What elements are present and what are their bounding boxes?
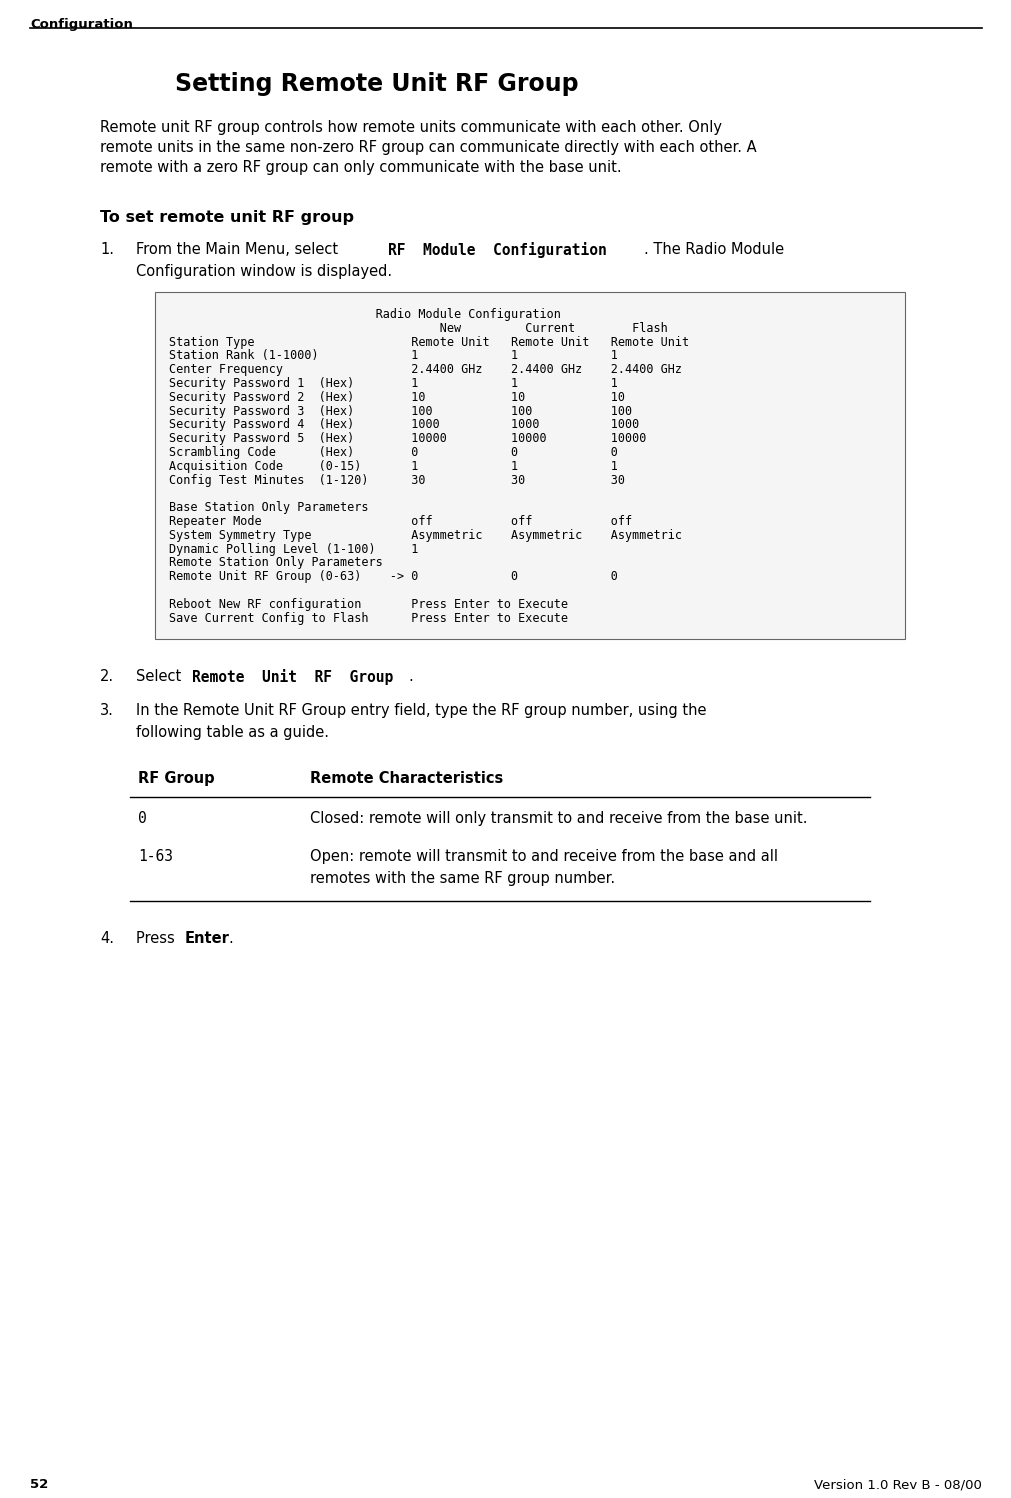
Text: Remote Station Only Parameters: Remote Station Only Parameters — [169, 556, 382, 569]
Text: Remote Unit RF Group (0-63)    -> 0             0             0: Remote Unit RF Group (0-63) -> 0 0 0 — [169, 571, 618, 583]
Text: Config Test Minutes  (1-120)      30            30            30: Config Test Minutes (1-120) 30 30 30 — [169, 473, 625, 487]
Text: Repeater Mode                     off           off           off: Repeater Mode off off off — [169, 515, 632, 527]
Text: Security Password 5  (Hex)        10000         10000         10000: Security Password 5 (Hex) 10000 10000 10… — [169, 433, 646, 445]
Text: Version 1.0 Rev B - 08/00: Version 1.0 Rev B - 08/00 — [813, 1479, 981, 1491]
Text: Dynamic Polling Level (1-100)     1: Dynamic Polling Level (1-100) 1 — [169, 542, 418, 556]
Text: 1-63: 1-63 — [137, 849, 173, 864]
Text: 3.: 3. — [100, 703, 114, 718]
Text: Select: Select — [135, 670, 186, 685]
Text: Press: Press — [135, 930, 179, 947]
Text: Acquisition Code     (0-15)       1             1             1: Acquisition Code (0-15) 1 1 1 — [169, 460, 618, 473]
Text: Save Current Config to Flash      Press Enter to Execute: Save Current Config to Flash Press Enter… — [169, 611, 567, 625]
Text: Station Rank (1-1000)             1             1             1: Station Rank (1-1000) 1 1 1 — [169, 349, 618, 363]
FancyBboxPatch shape — [155, 292, 904, 640]
Text: Remote unit RF group controls how remote units communicate with each other. Only: Remote unit RF group controls how remote… — [100, 120, 721, 135]
Text: Open: remote will transmit to and receive from the base and all: Open: remote will transmit to and receiv… — [309, 849, 777, 864]
Text: Closed: remote will only transmit to and receive from the base unit.: Closed: remote will only transmit to and… — [309, 810, 807, 825]
Text: New         Current        Flash: New Current Flash — [169, 322, 667, 334]
Text: .: . — [227, 930, 233, 947]
Text: following table as a guide.: following table as a guide. — [135, 725, 329, 740]
Text: System Symmetry Type              Asymmetric    Asymmetric    Asymmetric: System Symmetry Type Asymmetric Asymmetr… — [169, 529, 681, 542]
Text: .: . — [407, 670, 412, 685]
Text: . The Radio Module: . The Radio Module — [643, 243, 784, 258]
Text: Enter: Enter — [185, 930, 229, 947]
Text: To set remote unit RF group: To set remote unit RF group — [100, 210, 354, 225]
Text: Center Frequency                  2.4400 GHz    2.4400 GHz    2.4400 GHz: Center Frequency 2.4400 GHz 2.4400 GHz 2… — [169, 363, 681, 376]
Text: In the Remote Unit RF Group entry field, type the RF group number, using the: In the Remote Unit RF Group entry field,… — [135, 703, 706, 718]
Text: 52: 52 — [30, 1479, 49, 1491]
Text: Security Password 2  (Hex)        10            10            10: Security Password 2 (Hex) 10 10 10 — [169, 391, 625, 404]
Text: remote units in the same non-zero RF group can communicate directly with each ot: remote units in the same non-zero RF gro… — [100, 139, 756, 154]
Text: Security Password 4  (Hex)        1000          1000          1000: Security Password 4 (Hex) 1000 1000 1000 — [169, 418, 639, 431]
Text: Station Type                      Remote Unit   Remote Unit   Remote Unit: Station Type Remote Unit Remote Unit Rem… — [169, 336, 688, 349]
Text: 1.: 1. — [100, 243, 114, 258]
Text: RF Group: RF Group — [137, 771, 214, 786]
Text: 0: 0 — [137, 810, 147, 825]
Text: Radio Module Configuration: Radio Module Configuration — [169, 309, 560, 321]
Text: Configuration window is displayed.: Configuration window is displayed. — [135, 264, 391, 279]
Text: remotes with the same RF group number.: remotes with the same RF group number. — [309, 870, 615, 885]
Text: Base Station Only Parameters: Base Station Only Parameters — [169, 502, 368, 514]
Text: Remote Characteristics: Remote Characteristics — [309, 771, 502, 786]
Text: Setting Remote Unit RF Group: Setting Remote Unit RF Group — [175, 72, 578, 96]
Text: Remote  Unit  RF  Group: Remote Unit RF Group — [192, 670, 393, 685]
Text: 4.: 4. — [100, 930, 114, 947]
Text: remote with a zero RF group can only communicate with the base unit.: remote with a zero RF group can only com… — [100, 160, 621, 175]
Text: Configuration: Configuration — [30, 18, 132, 31]
Text: Security Password 1  (Hex)        1             1             1: Security Password 1 (Hex) 1 1 1 — [169, 377, 618, 389]
Text: Security Password 3  (Hex)        100           100           100: Security Password 3 (Hex) 100 100 100 — [169, 404, 632, 418]
Text: Reboot New RF configuration       Press Enter to Execute: Reboot New RF configuration Press Enter … — [169, 598, 567, 611]
Text: From the Main Menu, select: From the Main Menu, select — [135, 243, 343, 258]
Text: Scrambling Code      (Hex)        0             0             0: Scrambling Code (Hex) 0 0 0 — [169, 446, 618, 458]
Text: 2.: 2. — [100, 670, 114, 685]
Text: RF  Module  Configuration: RF Module Configuration — [387, 243, 607, 258]
